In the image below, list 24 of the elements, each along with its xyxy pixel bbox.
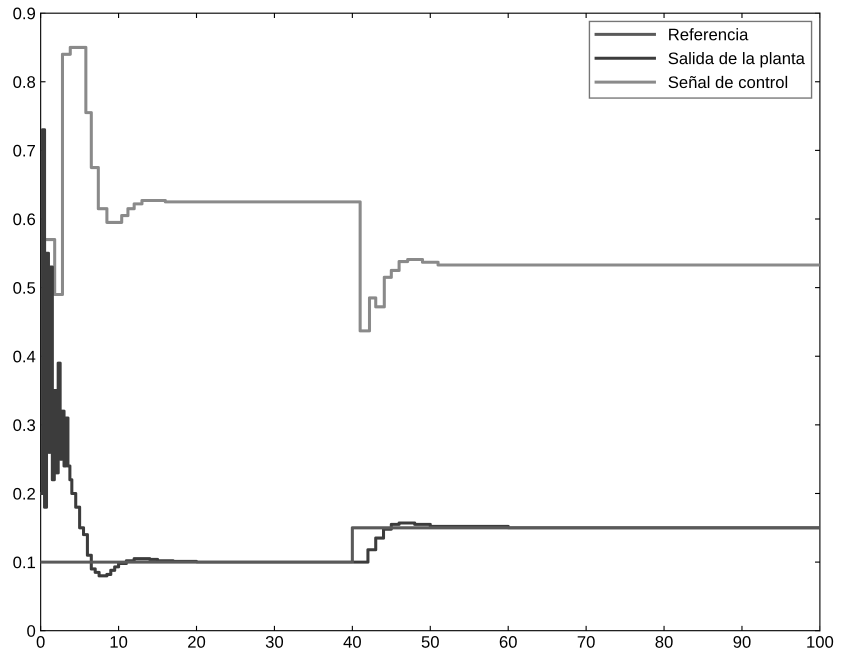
- legend-label: Señal de control: [668, 76, 788, 88]
- x-tick-label: 40: [343, 636, 361, 648]
- x-tick-label: 100: [807, 636, 834, 648]
- y-tick-label: 0.9: [13, 8, 36, 20]
- y-tick-label: 0.7: [13, 144, 35, 157]
- y-tick-label: 0.3: [13, 419, 36, 432]
- y-tick-label: 0.5: [13, 282, 36, 294]
- y-tick-label: 0.1: [13, 556, 35, 568]
- x-tick-label: 0: [36, 636, 45, 648]
- x-tick-label: 30: [266, 636, 284, 648]
- y-tick-label: 0: [27, 625, 36, 637]
- x-tick-label: 90: [733, 636, 751, 648]
- legend-label: Salida de la planta: [668, 52, 805, 68]
- legend-label: Referencia: [669, 28, 748, 40]
- x-tick-label: 60: [500, 636, 517, 648]
- x-tick-label: 80: [656, 636, 673, 648]
- y-tick-label: 0.2: [13, 488, 35, 500]
- y-tick-label: 0.4: [13, 350, 36, 362]
- y-tick-label: 0.6: [13, 213, 36, 226]
- x-tick-label: 20: [188, 636, 206, 648]
- x-tick-label: 10: [110, 636, 128, 648]
- x-tick-label: 70: [578, 636, 595, 648]
- x-tick-label: 50: [422, 636, 439, 648]
- y-tick-label: 0.8: [13, 76, 36, 88]
